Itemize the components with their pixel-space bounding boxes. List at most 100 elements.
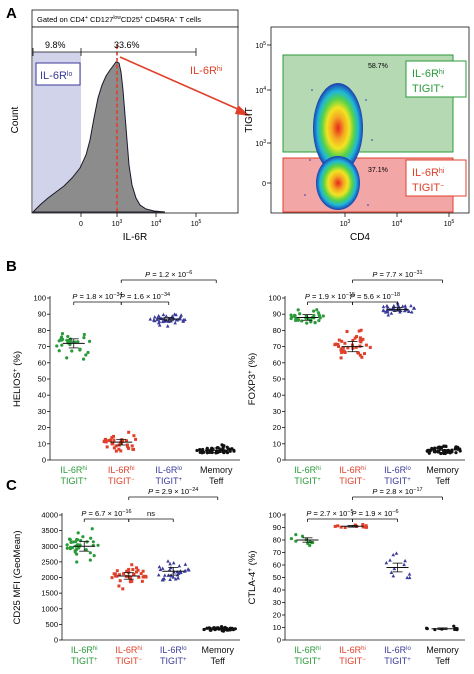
p-value: P = 1.6 × 10−34 <box>120 292 170 301</box>
data-point <box>104 440 108 444</box>
data-point <box>76 531 80 535</box>
data-point <box>96 543 100 547</box>
data-point <box>336 342 340 346</box>
data-point <box>333 524 337 528</box>
group-label-bottom: TIGIT+ <box>384 476 411 486</box>
data-point <box>391 573 396 578</box>
data-point <box>225 445 229 449</box>
data-point <box>195 448 199 453</box>
data-point <box>135 570 139 574</box>
data-point <box>117 447 121 451</box>
data-point <box>340 349 344 353</box>
y-tick-label: 70 <box>38 342 46 351</box>
dx-tick-1e4: 104 <box>392 219 403 228</box>
data-point <box>110 442 114 446</box>
data-point <box>300 319 304 323</box>
data-point <box>136 568 140 572</box>
data-point <box>296 308 300 312</box>
y-tick-label: 2500 <box>41 557 58 566</box>
data-point <box>362 352 366 356</box>
upper-gate-percent: 58.7% <box>368 63 388 70</box>
y-tick-label: 80 <box>273 326 281 335</box>
data-point <box>313 320 317 325</box>
data-point <box>78 348 82 352</box>
data-point <box>132 434 136 438</box>
data-point <box>336 524 340 528</box>
data-point <box>222 444 226 448</box>
data-point <box>160 566 165 570</box>
tigit-pos-label-box <box>405 60 467 98</box>
group-label-top: IL-6Rhi <box>339 465 366 475</box>
data-point <box>102 440 106 444</box>
y-tick-label: 100 <box>33 294 46 303</box>
group-label-bottom: Teff <box>211 656 226 666</box>
data-point <box>385 303 389 308</box>
data-point <box>115 574 119 578</box>
data-point <box>359 340 363 344</box>
data-point <box>121 587 125 591</box>
x-tick-0: 0 <box>79 221 83 228</box>
data-point <box>361 523 365 527</box>
y-tick-1e5: 105 <box>255 41 266 50</box>
panel-letter-a: A <box>6 5 17 22</box>
histogram-y-label: Count <box>10 106 21 133</box>
data-point <box>144 575 148 579</box>
il6r-hi-label: IL-6Rhi <box>190 65 223 77</box>
group-label-top: Memory <box>201 645 234 655</box>
data-point <box>166 559 170 563</box>
y-tick-label: 50 <box>273 375 281 384</box>
data-point <box>65 543 69 547</box>
data-point <box>400 304 405 308</box>
gating-header: Gated on CD4+ CD127lowCD25+ CD45RA− T ce… <box>37 15 201 24</box>
data-point <box>389 570 394 574</box>
data-point <box>110 576 114 580</box>
data-point <box>173 577 178 581</box>
data-point <box>152 315 157 319</box>
group-label-top: IL-6Rhi <box>294 645 321 655</box>
y-tick-label: 1000 <box>41 604 58 613</box>
data-point <box>181 319 186 323</box>
group-label-bottom: TIGIT+ <box>71 656 98 666</box>
data-point <box>60 343 64 347</box>
data-point <box>90 527 94 531</box>
data-point <box>137 575 141 579</box>
data-point <box>139 572 143 576</box>
y-tick-label: 60 <box>273 358 281 367</box>
data-point <box>343 350 347 354</box>
histogram-curve <box>31 61 166 213</box>
group-label-bottom: TIGIT+ <box>60 476 87 486</box>
data-point <box>105 445 109 449</box>
data-point <box>86 350 90 355</box>
data-point <box>84 353 88 357</box>
data-point <box>228 449 232 453</box>
data-point <box>411 306 416 310</box>
data-point <box>68 547 72 551</box>
data-point <box>87 339 92 343</box>
y-axis-label: FOXP3+ (%) <box>247 353 259 405</box>
y-tick-1e3: 103 <box>255 139 266 148</box>
data-point <box>155 315 160 320</box>
data-point <box>114 444 118 448</box>
data-point <box>127 430 131 434</box>
lo-gate-percent: 9.8% <box>45 40 66 50</box>
y-tick-label: 20 <box>38 423 46 432</box>
y-tick-label: 100 <box>268 511 281 520</box>
data-point <box>289 316 293 321</box>
p-value: P = 7.7 × 10−31 <box>372 270 422 279</box>
y-tick-label: 20 <box>273 611 281 620</box>
data-point <box>68 338 72 342</box>
data-point <box>69 540 73 545</box>
data-point <box>424 626 429 630</box>
data-point <box>65 356 69 360</box>
data-point <box>430 446 434 451</box>
y-tick-label: 80 <box>273 536 281 545</box>
lower-gate-percent: 37.1% <box>368 167 388 174</box>
data-point <box>81 357 86 361</box>
data-point <box>228 626 232 630</box>
data-point <box>171 560 176 565</box>
data-point <box>120 439 124 443</box>
data-point <box>300 534 305 538</box>
data-point <box>158 567 163 572</box>
data-point <box>89 536 93 540</box>
y-tick-label: 90 <box>273 310 281 319</box>
